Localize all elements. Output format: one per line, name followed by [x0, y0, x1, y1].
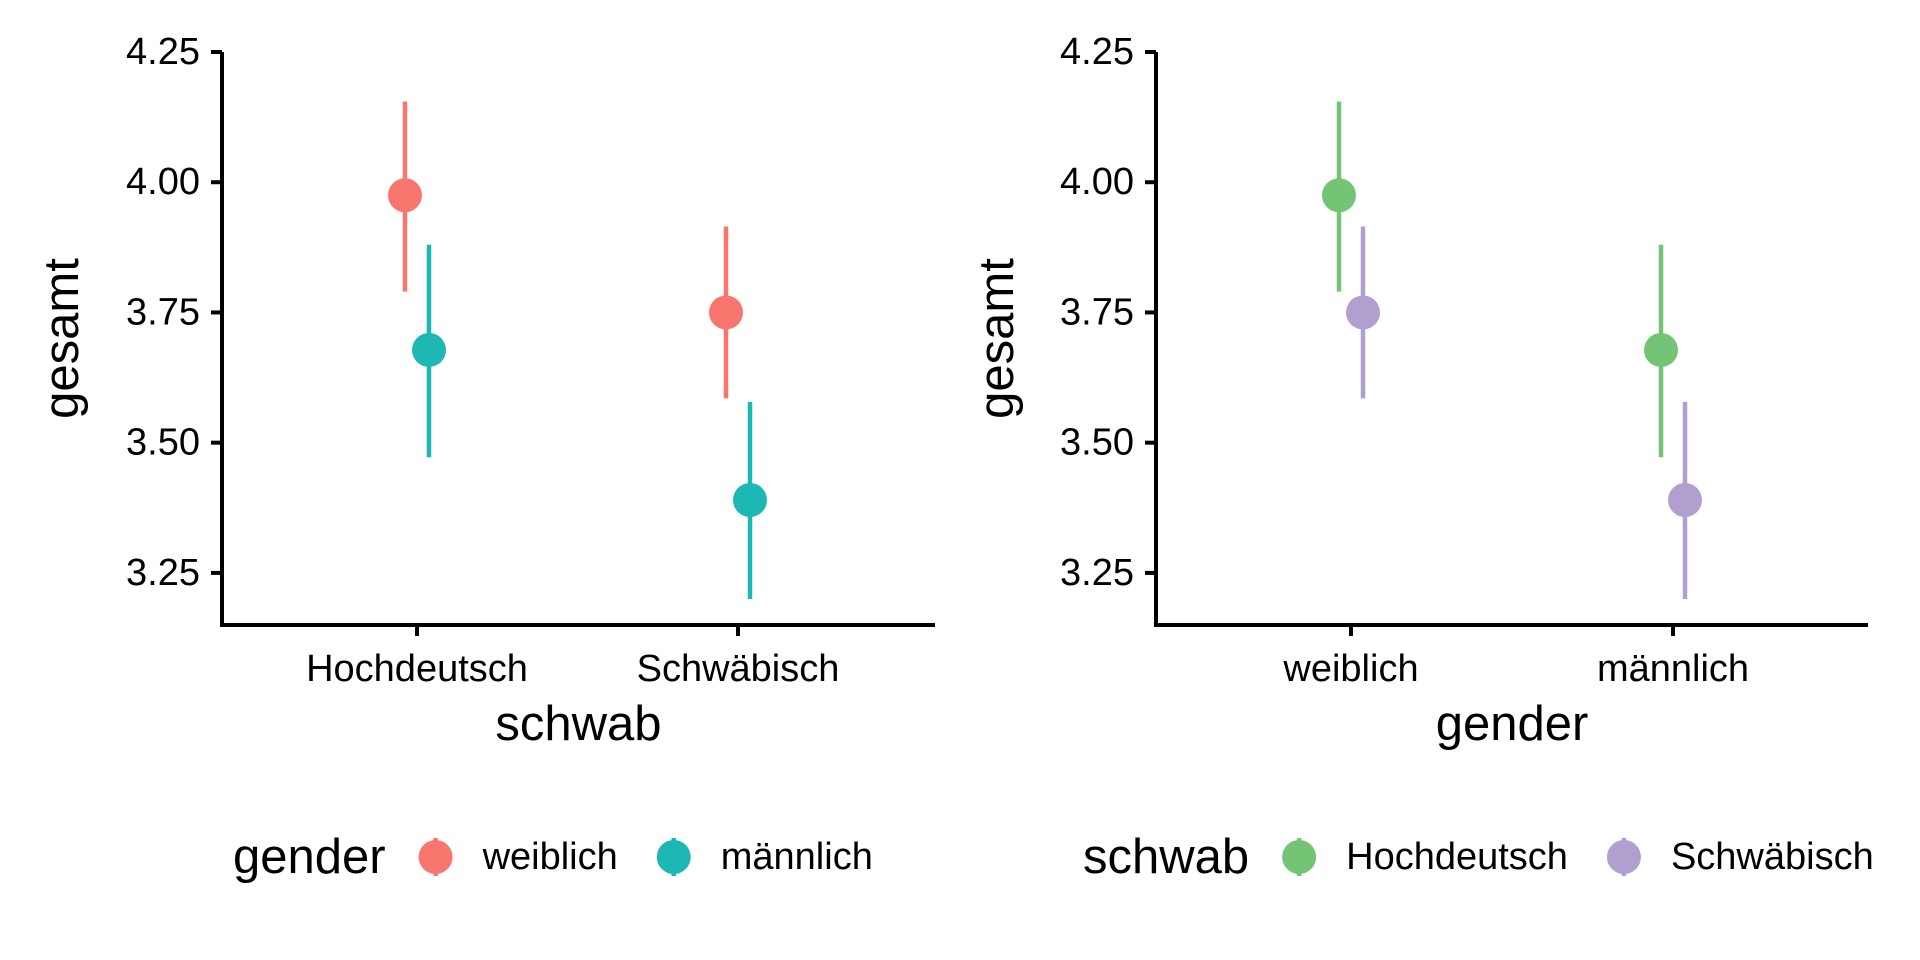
legend-label: weiblich: [482, 836, 618, 878]
data-point: [1668, 482, 1702, 517]
y-tick-label: 3.50: [126, 422, 200, 464]
x-tick-label: männlich: [1597, 648, 1749, 690]
y-tick-label: 4.25: [1060, 31, 1134, 73]
legend-key-point: [1282, 840, 1317, 874]
y-tick-label: 4.25: [126, 31, 200, 73]
y-tick-label: 3.75: [1060, 291, 1134, 333]
y-tick-label: 3.75: [126, 291, 200, 333]
panel-2: 3.25 3.50 3.75 4.00 4.25 weiblich männlichgend…: [970, 31, 1874, 884]
x-axis-title: gender: [1436, 697, 1589, 751]
x-tick-label: weiblich: [1282, 648, 1418, 690]
legend: schwab Hochdeutsch Schwäbisch: [1083, 830, 1874, 884]
y-axis-title: gesamt: [35, 258, 89, 419]
y-tick-label: 3.50: [1060, 422, 1134, 464]
data-point: [709, 295, 743, 330]
y-tick-label: 3.25: [126, 552, 200, 594]
y-axis-title: gesamt: [970, 258, 1024, 419]
x-tick-label: Schwäbisch: [637, 648, 840, 690]
data-point: [388, 178, 422, 213]
x-tick-label: Hochdeutsch: [306, 648, 528, 690]
legend-label: Schwäbisch: [1671, 836, 1874, 878]
data-point: [1644, 332, 1678, 367]
panel-1: 3.25 3.50 3.75 4.00 4.25 Hochdeutsch Schwäbisc…: [35, 31, 935, 884]
legend: gender weiblich männlich: [233, 830, 873, 884]
legend-key-point: [418, 840, 453, 874]
legend-title: gender: [233, 830, 386, 884]
data-point: [412, 332, 446, 367]
legend-key-point: [656, 840, 691, 874]
legend-key-point: [1606, 840, 1641, 874]
y-tick-label: 3.25: [1060, 552, 1134, 594]
legend-label: männlich: [721, 836, 873, 878]
y-tick-label: 4.00: [126, 161, 200, 203]
data-point: [1322, 178, 1356, 213]
legend-label: Hochdeutsch: [1346, 836, 1568, 878]
data-point: [1346, 295, 1380, 330]
y-tick-label: 4.00: [1060, 161, 1134, 203]
data-point: [733, 482, 767, 517]
x-axis-title: schwab: [495, 697, 661, 751]
legend-title: schwab: [1083, 830, 1249, 884]
